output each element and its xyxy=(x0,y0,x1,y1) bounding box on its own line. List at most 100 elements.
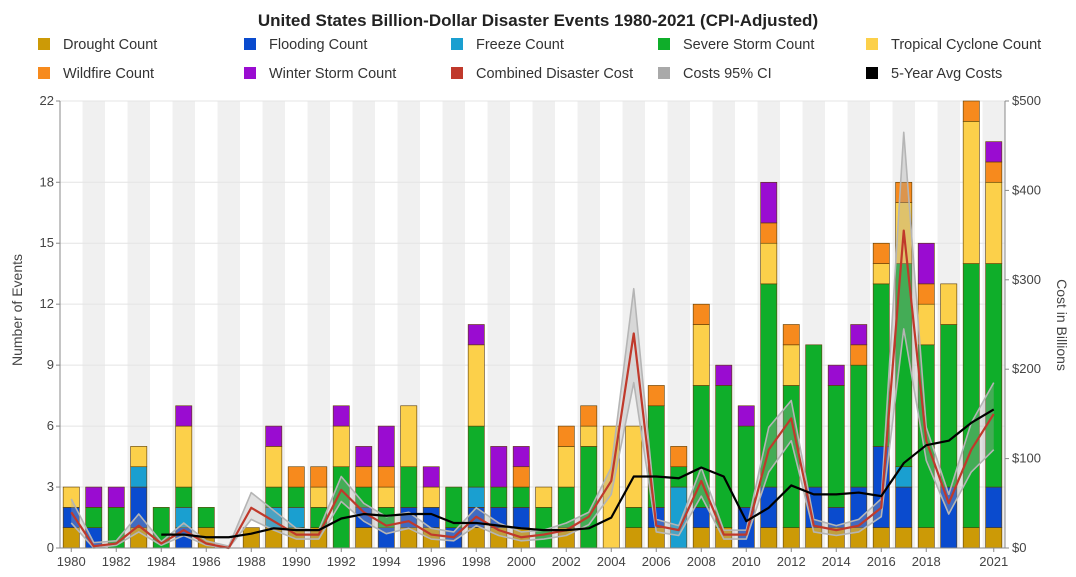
bar-segment xyxy=(827,385,845,508)
bar-segment xyxy=(962,100,980,122)
x-tick-label: 1986 xyxy=(192,554,221,569)
bar-segment xyxy=(760,181,778,224)
legend-swatch xyxy=(244,67,256,79)
bar-segment xyxy=(467,425,485,488)
year-band xyxy=(487,101,510,548)
bar-segment xyxy=(985,141,1003,163)
bar-segment xyxy=(625,507,643,528)
legend-item: Combined Disaster Cost xyxy=(451,66,633,82)
bar-segment xyxy=(310,466,328,488)
bar-segment xyxy=(422,466,440,488)
year-band xyxy=(352,101,375,548)
bar-segment xyxy=(715,364,733,386)
bar-segment xyxy=(985,161,1003,183)
bar-segment xyxy=(197,507,215,528)
bar-segment xyxy=(917,527,935,549)
legend-swatch xyxy=(658,38,670,50)
bar-segment xyxy=(175,486,193,508)
y-tick-label: 18 xyxy=(40,174,54,189)
bar-segment xyxy=(850,324,868,346)
bar-segment xyxy=(715,385,733,528)
bar-segment xyxy=(175,405,193,427)
legend-swatch xyxy=(866,67,878,79)
bar-segment xyxy=(962,527,980,549)
x-tick-label: 1984 xyxy=(147,554,176,569)
legend-label: Wildfire Count xyxy=(63,66,154,82)
bar-segment xyxy=(692,507,710,528)
bar-segment xyxy=(985,527,1003,549)
bar-segment xyxy=(827,364,845,386)
bar-segment xyxy=(175,425,193,488)
x-tick-label: 2010 xyxy=(732,554,761,569)
bar-segment xyxy=(760,242,778,285)
ci-upper-line xyxy=(70,131,995,548)
bar-segment xyxy=(962,121,980,264)
legend-label: Drought Count xyxy=(63,37,157,53)
bar-segment xyxy=(400,405,418,468)
bar-segment xyxy=(355,466,373,488)
bar-segment xyxy=(287,486,305,508)
bar-segment xyxy=(782,324,800,346)
x-tick-label: 1992 xyxy=(327,554,356,569)
bar-segment xyxy=(895,486,913,528)
year-band xyxy=(217,101,240,548)
bar-segment xyxy=(625,425,643,508)
five-year-avg-line xyxy=(161,408,995,539)
bar-segment xyxy=(467,324,485,346)
x-tick-label: 1982 xyxy=(102,554,131,569)
bar-segment xyxy=(332,425,350,468)
bar-segment xyxy=(265,446,283,488)
y2-tick-label: $200 xyxy=(1012,361,1041,376)
legend-label: Costs 95% CI xyxy=(683,66,772,82)
legend-label: Tropical Cyclone Count xyxy=(891,37,1041,53)
legend-label: Freeze Count xyxy=(476,37,564,53)
bar-segment xyxy=(400,466,418,508)
bar-segment xyxy=(242,527,260,549)
y2-axis-label: Cost in Billions xyxy=(1054,279,1070,371)
axes: 0 3 6 9 12 15 18 22 $0 $100 $200 $300 $400 $500 1980 19… xyxy=(40,93,1041,569)
year-band xyxy=(127,101,150,548)
x-tick-label: 1988 xyxy=(237,554,266,569)
bar-segment xyxy=(692,324,710,386)
y-axis-label: Number of Events xyxy=(9,254,25,366)
x-tick-label: 2004 xyxy=(597,554,626,569)
bar-segment xyxy=(130,466,148,488)
bar-segment xyxy=(580,425,598,447)
bar-segment xyxy=(580,446,598,549)
bar-segment xyxy=(557,446,575,488)
bar-segment xyxy=(940,324,958,488)
x-tick-label: 2018 xyxy=(912,554,941,569)
x-tick-label: 1990 xyxy=(282,554,311,569)
x-tick-label: 1980 xyxy=(57,554,86,569)
bar-segment xyxy=(850,364,868,488)
bar-segment xyxy=(62,527,80,549)
bar-segment xyxy=(310,486,328,508)
bar-segment xyxy=(535,486,553,508)
bar-segment xyxy=(377,466,395,488)
bar-segment xyxy=(62,486,80,508)
bar-segment xyxy=(332,405,350,427)
year-band xyxy=(532,101,555,548)
legend-item: 5-Year Avg Costs xyxy=(866,66,1002,82)
bar-segment xyxy=(557,425,575,447)
bar-segment xyxy=(580,405,598,427)
bar-segment xyxy=(917,303,935,346)
x-tick-label: 1998 xyxy=(462,554,491,569)
y-tick-label: 0 xyxy=(47,540,54,555)
bar-segment xyxy=(467,527,485,549)
legend-label: Combined Disaster Cost xyxy=(476,66,633,82)
gridlines xyxy=(60,100,1005,549)
x-tick-label: 2008 xyxy=(687,554,716,569)
bar-segment xyxy=(377,486,395,508)
x-tick-label: 2000 xyxy=(507,554,536,569)
bar-segment xyxy=(782,527,800,549)
legend-item: Flooding Count xyxy=(244,37,367,53)
legend-swatch xyxy=(451,67,463,79)
bar-segment xyxy=(512,446,530,468)
bar-segment xyxy=(625,527,643,549)
y-tick-label: 22 xyxy=(40,93,54,108)
legend-label: Severe Storm Count xyxy=(683,37,814,53)
legend-item: Drought Count xyxy=(38,37,157,53)
bar-segment xyxy=(985,181,1003,264)
